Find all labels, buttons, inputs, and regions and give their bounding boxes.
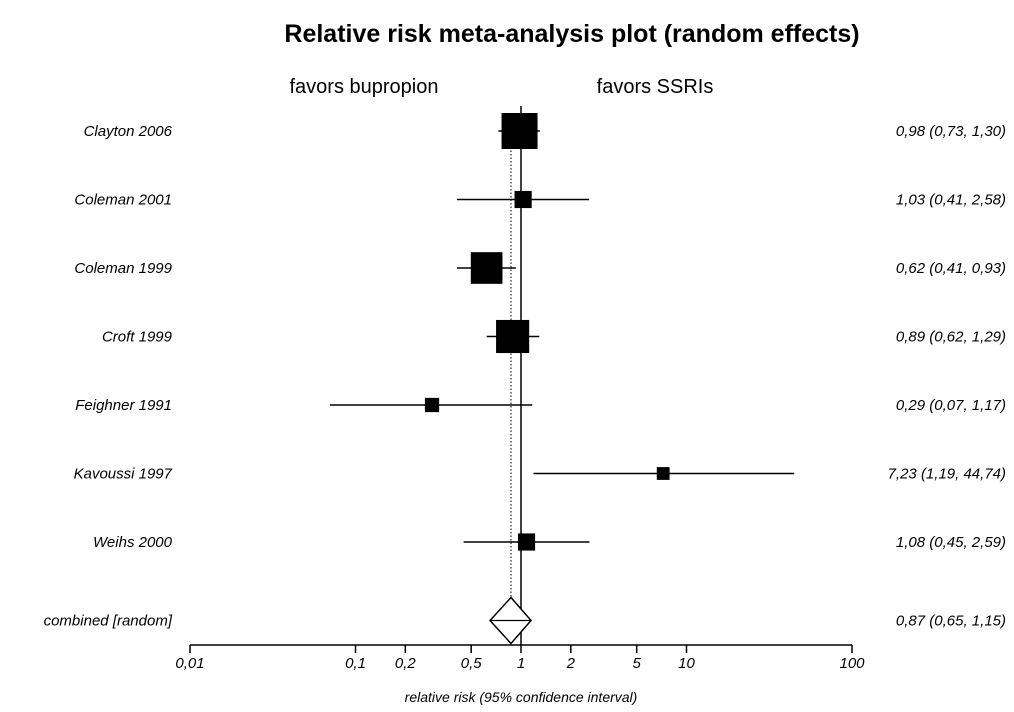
chart-marks: Clayton 2006 0,98 (0,73, 1,30) Coleman 200… — [44, 106, 1006, 672]
estimate-label: 0,89 (0,62, 1,29) — [896, 329, 1006, 346]
estimate-label: 1,08 (0,45, 2,59) — [896, 534, 1006, 551]
study-label: Coleman 1999 — [74, 260, 172, 277]
estimate-label: 1,03 (0,41, 2,58) — [896, 192, 1006, 209]
estimate-label: 0,98 (0,73, 1,30) — [896, 123, 1006, 140]
study-label: Kavoussi 1997 — [74, 466, 173, 483]
chart-title: Relative risk meta-analysis plot (random… — [284, 20, 859, 48]
x-tick-label: 100 — [839, 655, 865, 672]
x-tick-label: 1 — [517, 655, 525, 672]
estimate-label: 0,29 (0,07, 1,17) — [896, 397, 1006, 414]
x-tick-label: 0,01 — [175, 655, 204, 672]
point-estimate-marker — [424, 397, 440, 413]
point-estimate-marker — [496, 319, 530, 354]
estimate-label: 7,23 (1,19, 44,74) — [888, 466, 1006, 483]
point-estimate-marker — [514, 190, 532, 209]
estimate-label: 0,62 (0,41, 0,93) — [896, 260, 1006, 277]
favors-left-label: favors bupropion — [290, 76, 439, 98]
study-label: Feighner 1991 — [75, 397, 172, 414]
x-tick-label: 0,2 — [395, 655, 417, 672]
x-tick-label: 0,5 — [461, 655, 483, 672]
point-estimate-marker — [517, 533, 536, 551]
x-tick-label: 5 — [633, 655, 642, 672]
study-label: Clayton 2006 — [84, 123, 173, 140]
x-tick-label: 2 — [566, 655, 576, 672]
combined-label: combined [random] — [44, 613, 173, 630]
point-estimate-marker — [501, 113, 538, 149]
point-estimate-marker — [656, 467, 670, 480]
x-axis-label: relative risk (95% confidence interval) — [405, 689, 638, 705]
point-estimate-marker — [470, 252, 503, 284]
study-label: Weihs 2000 — [93, 534, 173, 551]
study-label: Croft 1999 — [102, 329, 173, 346]
favors-right-label: favors SSRIs — [597, 76, 714, 98]
x-tick-label: 10 — [678, 655, 695, 672]
combined-estimate-label: 0,87 (0,65, 1,15) — [896, 613, 1006, 630]
x-tick-label: 0,1 — [345, 655, 366, 672]
study-label: Coleman 2001 — [74, 192, 172, 209]
